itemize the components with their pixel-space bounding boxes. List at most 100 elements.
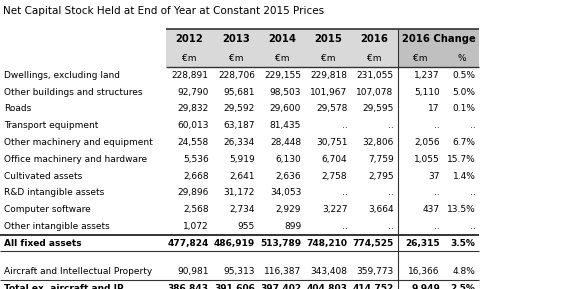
Text: €m: €m [228, 54, 243, 63]
Text: 4.8%: 4.8% [452, 267, 475, 276]
Text: 95,681: 95,681 [223, 88, 255, 97]
Text: ..: .. [434, 188, 440, 197]
Text: ..: .. [388, 121, 394, 130]
Text: 17: 17 [429, 104, 440, 114]
Text: 2.5%: 2.5% [451, 284, 475, 289]
Text: 6,704: 6,704 [322, 155, 347, 164]
Text: 29,578: 29,578 [316, 104, 347, 114]
Text: ..: .. [470, 222, 475, 231]
Text: Other machinery and equipment: Other machinery and equipment [4, 138, 153, 147]
Text: 29,832: 29,832 [178, 104, 209, 114]
Text: %: % [457, 54, 466, 63]
Text: 9,949: 9,949 [411, 284, 440, 289]
Text: 1,237: 1,237 [415, 71, 440, 80]
Text: 2015: 2015 [314, 34, 342, 44]
Text: 2012: 2012 [175, 34, 204, 44]
Text: 2016 Change: 2016 Change [402, 34, 475, 44]
Text: 6,130: 6,130 [275, 155, 301, 164]
Text: 486,919: 486,919 [214, 238, 255, 248]
Text: 2,929: 2,929 [276, 205, 301, 214]
Text: 3,664: 3,664 [368, 205, 394, 214]
Text: Transport equipment: Transport equipment [4, 121, 98, 130]
Text: 477,824: 477,824 [168, 238, 209, 248]
Text: 7,759: 7,759 [368, 155, 394, 164]
Text: 2,734: 2,734 [230, 205, 255, 214]
Text: 1.4%: 1.4% [452, 171, 475, 181]
Text: €m: €m [275, 54, 289, 63]
Text: Aircraft and Intellectual Property: Aircraft and Intellectual Property [4, 267, 152, 276]
Text: 359,773: 359,773 [356, 267, 394, 276]
Text: 343,408: 343,408 [310, 267, 347, 276]
Text: ..: .. [342, 121, 347, 130]
Text: Other intangible assets: Other intangible assets [4, 222, 109, 231]
Text: 13.5%: 13.5% [447, 205, 475, 214]
Bar [305, 29, 351, 50]
Text: 37: 37 [429, 171, 440, 181]
Bar [351, 50, 398, 67]
Text: 6.7%: 6.7% [452, 138, 475, 147]
Text: Net Capital Stock Held at End of Year at Constant 2015 Prices: Net Capital Stock Held at End of Year at… [3, 6, 324, 16]
Text: R&D intangible assets: R&D intangible assets [4, 188, 104, 197]
Text: 397,402: 397,402 [260, 284, 301, 289]
Text: 391,606: 391,606 [214, 284, 255, 289]
Text: 92,790: 92,790 [177, 88, 209, 97]
Text: 15.7%: 15.7% [447, 155, 475, 164]
Text: Office machinery and hardware: Office machinery and hardware [4, 155, 147, 164]
Text: 26,334: 26,334 [224, 138, 255, 147]
Text: Computer software: Computer software [4, 205, 91, 214]
Text: 386,843: 386,843 [168, 284, 209, 289]
Text: 2013: 2013 [222, 34, 250, 44]
Text: ..: .. [470, 188, 475, 197]
Bar [398, 50, 479, 67]
Text: 437: 437 [423, 205, 440, 214]
Bar [398, 29, 479, 50]
Text: Roads: Roads [4, 104, 31, 114]
Text: €m: €m [413, 54, 428, 63]
Text: 5,110: 5,110 [414, 88, 440, 97]
Text: 1,072: 1,072 [183, 222, 209, 231]
Text: 955: 955 [237, 222, 255, 231]
Text: 1,055: 1,055 [414, 155, 440, 164]
Text: ..: .. [388, 222, 394, 231]
Text: 229,818: 229,818 [310, 71, 347, 80]
Text: 16,366: 16,366 [408, 267, 440, 276]
Text: €m: €m [182, 54, 197, 63]
Text: 116,387: 116,387 [264, 267, 301, 276]
Text: 2,668: 2,668 [183, 171, 209, 181]
Bar [305, 50, 351, 67]
Text: 101,967: 101,967 [310, 88, 347, 97]
Bar [166, 29, 213, 50]
Text: ..: .. [342, 222, 347, 231]
Text: 2,568: 2,568 [183, 205, 209, 214]
Bar [213, 29, 259, 50]
Text: 2,641: 2,641 [230, 171, 255, 181]
Text: 26,315: 26,315 [406, 238, 440, 248]
Text: ..: .. [434, 121, 440, 130]
Text: €m: €m [321, 54, 336, 63]
Text: 60,013: 60,013 [177, 121, 209, 130]
Text: 107,078: 107,078 [356, 88, 394, 97]
Text: 31,172: 31,172 [223, 188, 255, 197]
Text: 24,558: 24,558 [178, 138, 209, 147]
Text: Other buildings and structures: Other buildings and structures [4, 88, 143, 97]
Text: 29,595: 29,595 [362, 104, 394, 114]
Text: 63,187: 63,187 [223, 121, 255, 130]
Text: 29,592: 29,592 [224, 104, 255, 114]
Text: 5.0%: 5.0% [452, 88, 475, 97]
Text: 34,053: 34,053 [270, 188, 301, 197]
Text: 774,525: 774,525 [352, 238, 394, 248]
Text: 90,981: 90,981 [177, 267, 209, 276]
Text: 229,155: 229,155 [264, 71, 301, 80]
Text: €m: €m [367, 54, 382, 63]
Text: 228,706: 228,706 [218, 71, 255, 80]
Text: 513,789: 513,789 [260, 238, 301, 248]
Text: 29,600: 29,600 [270, 104, 301, 114]
Text: 2,056: 2,056 [415, 138, 440, 147]
Text: 28,448: 28,448 [270, 138, 301, 147]
Text: 98,503: 98,503 [270, 88, 301, 97]
Text: 899: 899 [284, 222, 301, 231]
Bar [213, 50, 259, 67]
Text: 2,795: 2,795 [368, 171, 394, 181]
Text: 0.1%: 0.1% [452, 104, 475, 114]
Text: 3,227: 3,227 [322, 205, 347, 214]
